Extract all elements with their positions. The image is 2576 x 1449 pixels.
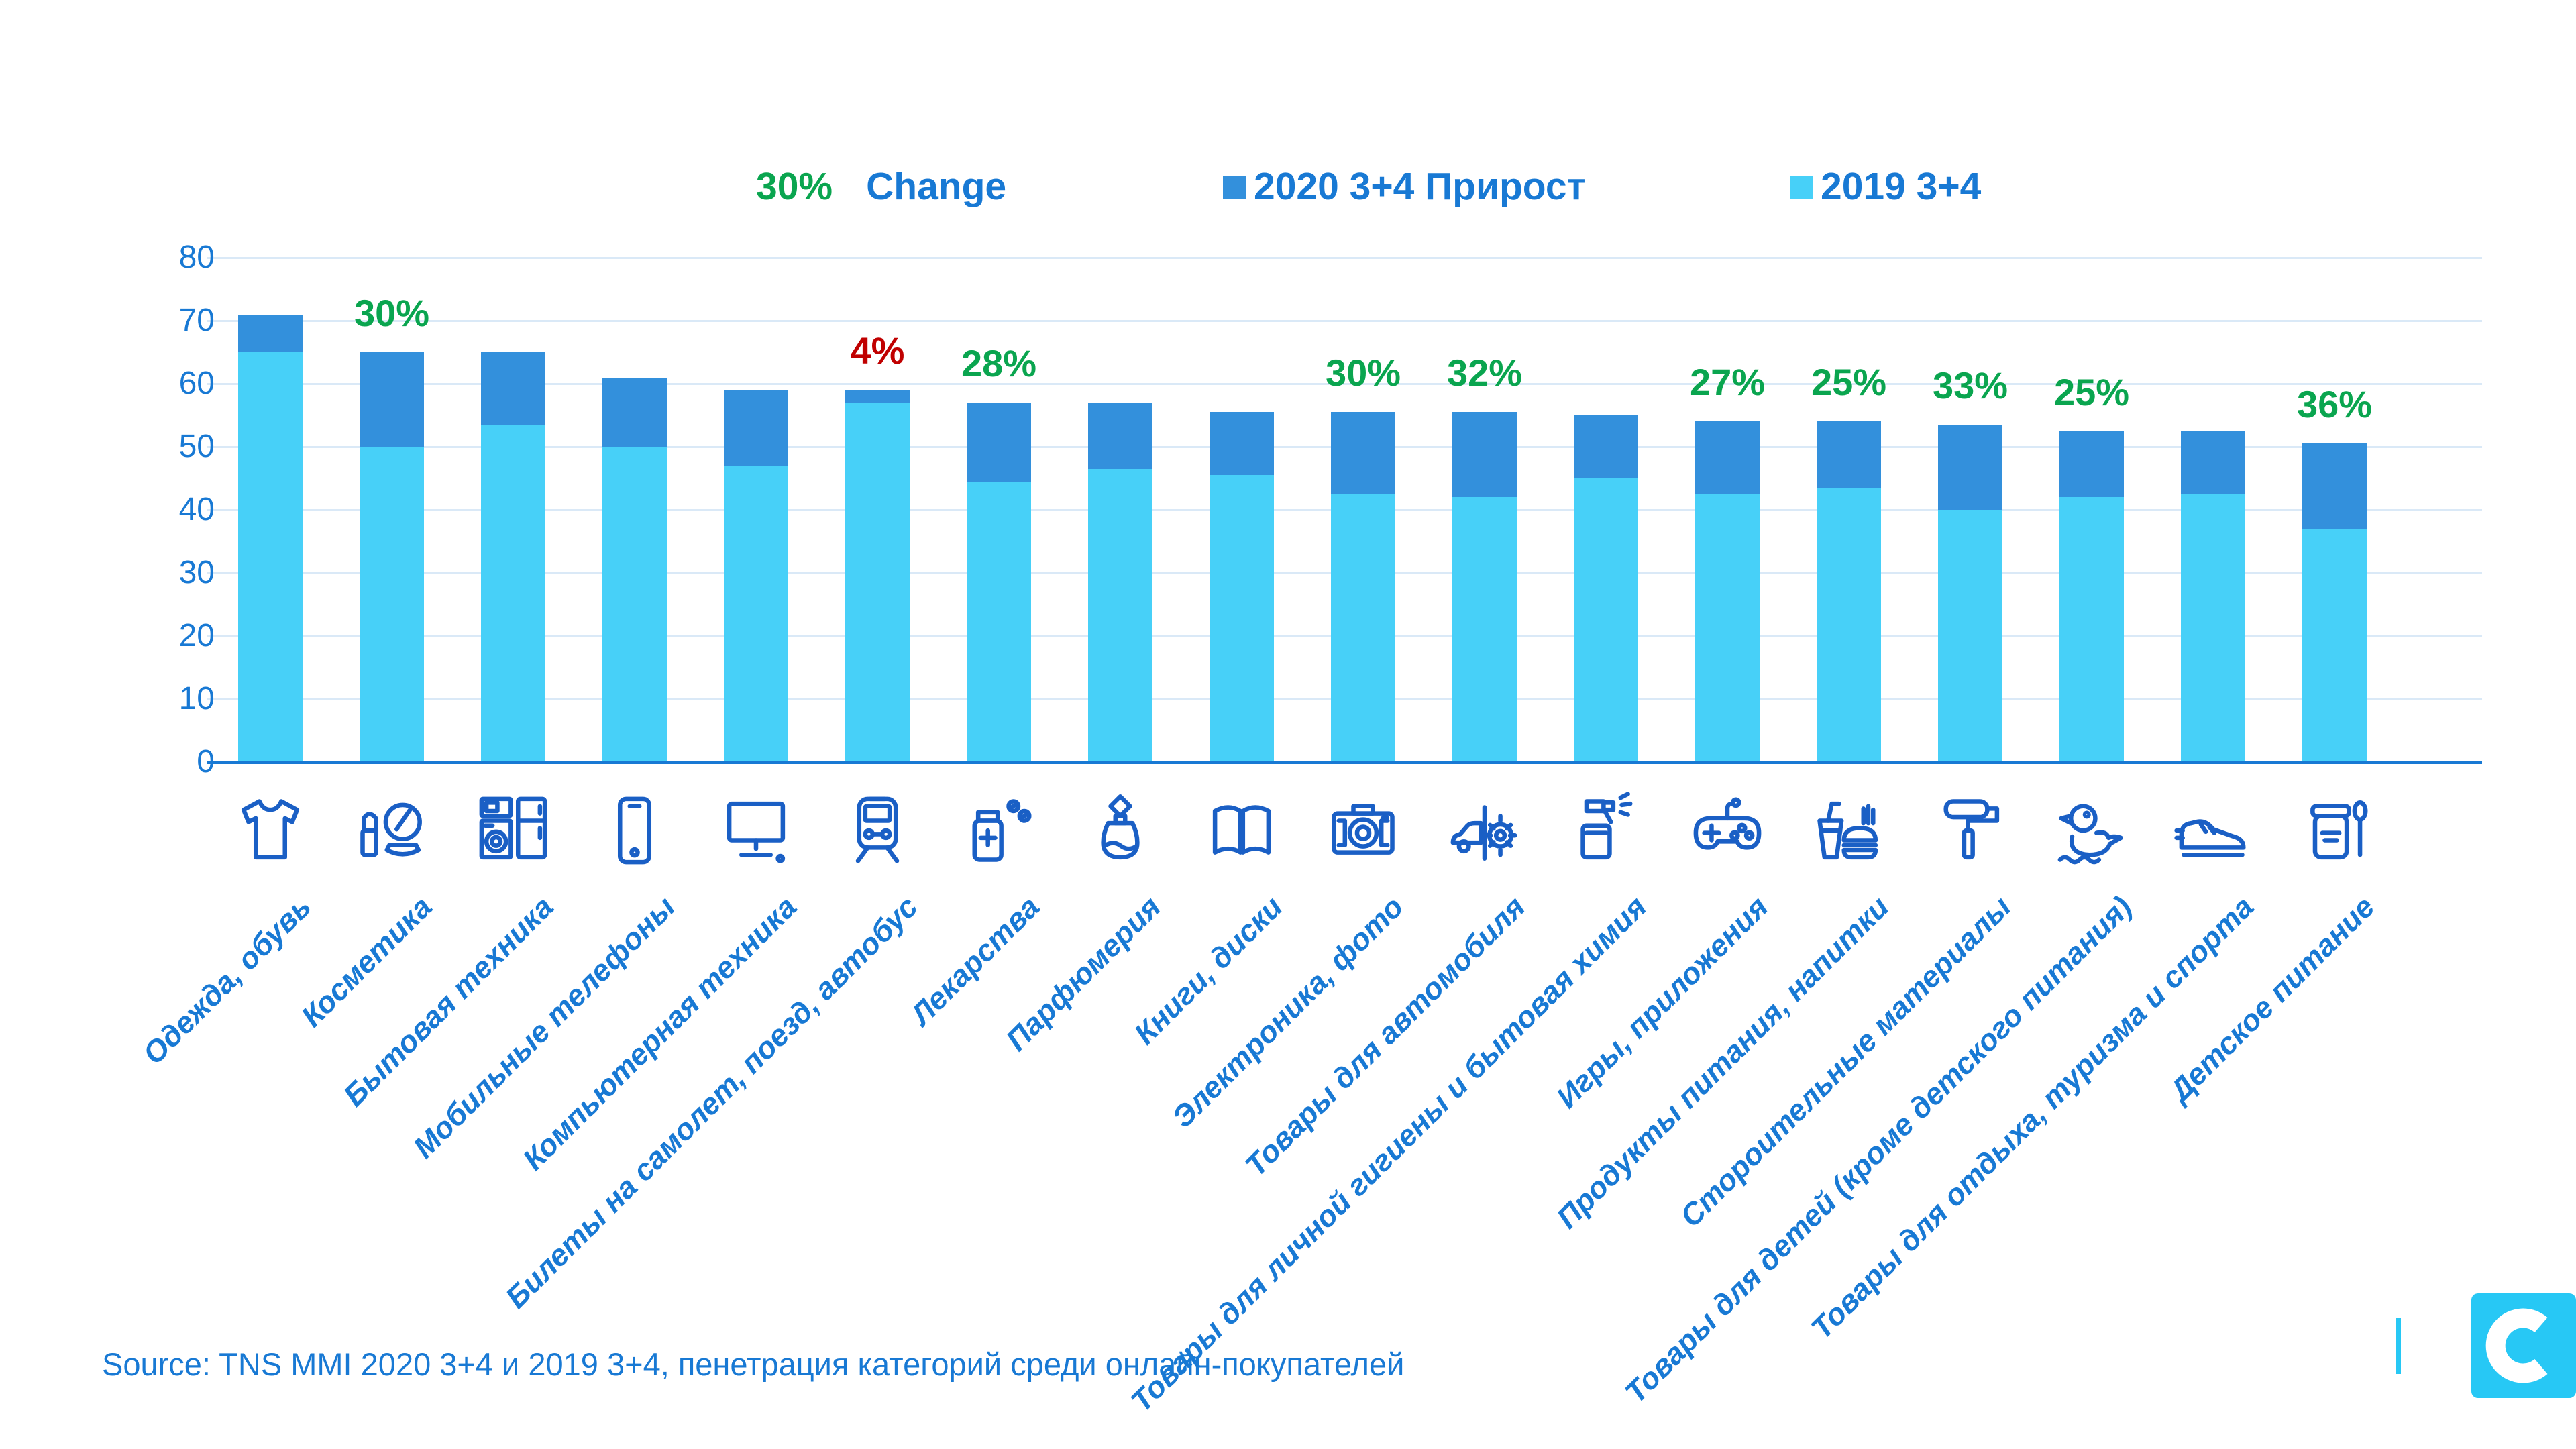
legend-swatch-2019 [1790,175,1813,199]
y-axis-tick-label: 20 [178,618,215,653]
bar-segment-2020-increment [1210,412,1274,476]
change-label: 30% [1325,352,1401,394]
category-label: Детское питание [2163,889,2381,1108]
change-label: 25% [1811,361,1887,404]
gridline [207,383,2482,385]
y-axis-tick-label: 10 [178,681,215,716]
category-label: Мобильные телефоны [406,889,682,1165]
bar-segment-2020-increment [2181,431,2245,494]
change-label: 28% [961,342,1037,385]
spray-bottle-icon [1567,792,1645,869]
sneaker-icon [2174,792,2252,869]
legend-swatch-2020 [1223,175,1246,199]
gamepad-icon [1688,792,1766,869]
legend-item-2019: 2019 3+4 [1790,168,1981,206]
logo-c-icon [2485,1308,2548,1383]
bar-segment-2019 [238,352,303,762]
bar-segment-2019 [1452,497,1517,762]
y-axis-tick-label: 30 [178,555,215,590]
perfume-icon [1081,792,1159,869]
change-label: 36% [2296,383,2373,426]
bar-segment-2020-increment [1695,421,1760,494]
bar-segment-2020-increment [1088,402,1152,469]
tshirt-icon [231,792,309,869]
bar-segment-2020-increment [2302,443,2367,529]
rubber-duck-icon [2053,792,2131,869]
legend-change: 30% Change [756,168,1006,206]
y-axis-tick-label: 70 [178,303,215,338]
bar-segment-2020-increment [1574,415,1638,478]
bar-segment-2020-increment [1938,425,2002,510]
company-logo [2471,1293,2576,1398]
gridline [207,257,2482,259]
bar-segment-2019 [1088,468,1152,762]
bar-segment-2020-increment [481,352,545,425]
x-axis-line [207,761,2482,764]
bar-segment-2019 [1210,475,1274,762]
category-label: Одежда, обувь [136,889,317,1071]
change-label: 30% [354,292,430,334]
bar-segment-2019 [724,466,788,762]
cosmetics-icon [353,792,431,869]
bar-segment-2019 [967,481,1031,762]
bar-segment-2019 [1817,488,1881,762]
category-label: Товары для отдыха, туризма и спорта [1804,889,2260,1346]
bar-segment-2020-increment [845,390,910,403]
change-label: 33% [1932,364,2008,407]
change-label: 32% [1446,352,1523,394]
bar-segment-2020-increment [967,402,1031,482]
bar-segment-2019 [1331,494,1395,762]
bar-segment-2019 [1938,510,2002,762]
medicine-icon [960,792,1038,869]
books-icon [1203,792,1281,869]
y-axis-tick-label: 40 [178,492,215,527]
source-note: Source: TNS MMI 2020 3+4 и 2019 3+4, пен… [102,1346,1405,1382]
category-label: Бытовая техника [337,889,560,1113]
camera-icon [1324,792,1402,869]
legend-change-sample: 30% [756,165,833,208]
train-icon [839,792,916,869]
y-axis-tick-label: 80 [178,239,215,275]
bar-segment-2020-increment [724,390,788,466]
bar-segment-2020-increment [1331,412,1395,494]
change-label: 4% [850,329,905,372]
category-label: Игры, приложения [1549,889,1774,1115]
change-label: 25% [2053,370,2130,413]
mobile-phone-icon [596,792,674,869]
bar-segment-2020-increment [238,314,303,352]
y-axis-tick-label: 0 [197,744,215,780]
bar-segment-2019 [602,447,667,762]
bar-segment-2020-increment [360,352,424,447]
bar-segment-2020-increment [1817,421,1881,488]
computer-icon [717,792,795,869]
bar-segment-2019 [2302,529,2367,762]
logo-divider [2396,1318,2401,1374]
bar-segment-2019 [481,425,545,762]
paint-roller-icon [1931,792,2009,869]
y-axis-tick-label: 60 [178,366,215,401]
bar-segment-2020-increment [2059,431,2124,498]
category-label: Билеты на самолет, поезд, автобус [498,889,924,1315]
bar-segment-2019 [1695,494,1760,762]
legend-label-2019: 2019 3+4 [1821,165,1982,208]
change-label: 27% [1689,361,1766,404]
bar-segment-2020-increment [602,377,667,447]
y-axis-tick-label: 50 [178,429,215,464]
car-parts-icon [1446,792,1523,869]
category-label: Электроника, фото [1165,889,1410,1134]
legend-item-2020: 2020 3+4 Прирост [1223,168,1586,206]
legend-change-label: Change [866,165,1007,208]
bar-segment-2019 [2059,497,2124,762]
bar-segment-2019 [2181,494,2245,762]
appliances-icon [474,792,552,869]
bar-segment-2019 [845,402,910,762]
fastfood-icon [1810,792,1888,869]
gridline [207,320,2482,322]
baby-food-icon [2296,792,2373,869]
bar-segment-2019 [1574,478,1638,762]
bar-segment-2020-increment [1452,412,1517,498]
bar-segment-2019 [360,447,424,762]
legend-label-2020: 2020 3+4 Прирост [1254,165,1586,208]
